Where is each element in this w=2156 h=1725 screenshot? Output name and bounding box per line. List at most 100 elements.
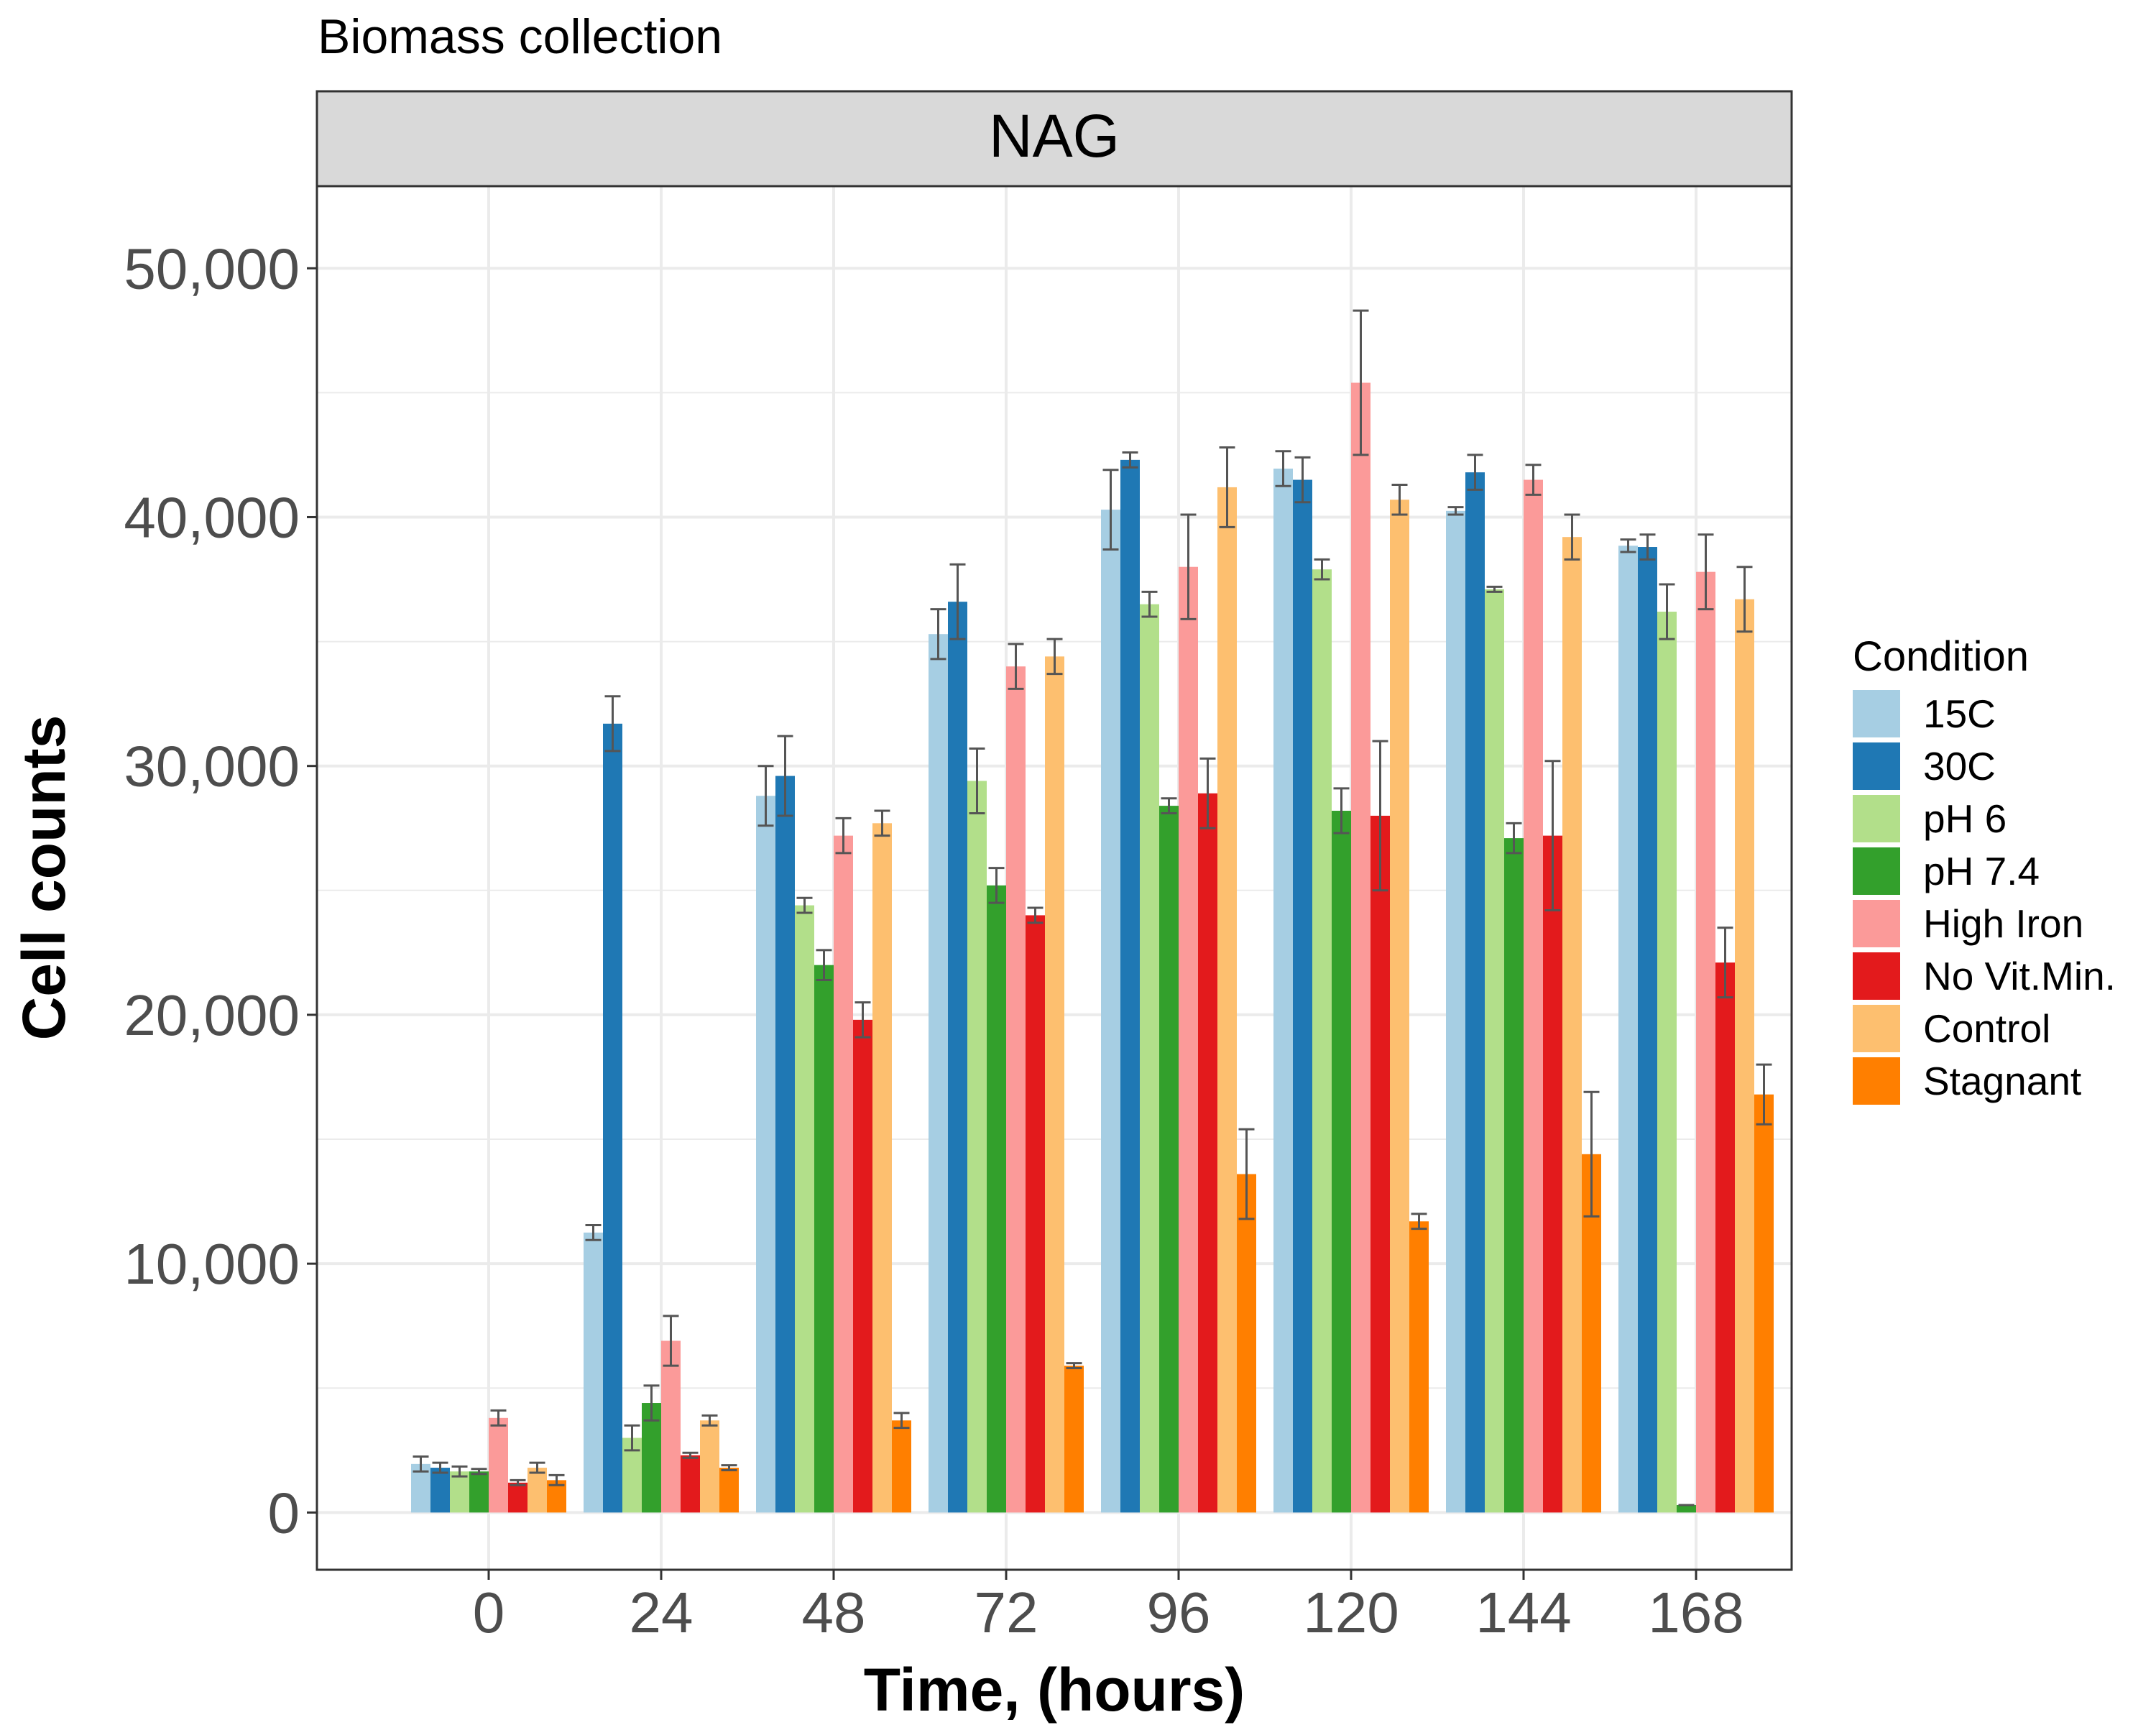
error-bar xyxy=(548,1473,565,1486)
error-bar xyxy=(1391,483,1408,516)
y-tick-label: 10,000 xyxy=(124,1232,300,1296)
error-bar xyxy=(1467,454,1483,491)
error-bar xyxy=(1275,450,1291,487)
error-bar xyxy=(1717,926,1733,999)
error-bar xyxy=(1141,590,1158,618)
bar xyxy=(1735,599,1754,1513)
bar xyxy=(756,796,775,1513)
error-bar xyxy=(796,896,813,914)
error-bar xyxy=(1620,538,1636,553)
error-bar xyxy=(949,563,966,640)
error-bar xyxy=(1583,1090,1600,1218)
legend-label: High Iron xyxy=(1923,901,2083,946)
error-bar xyxy=(1659,583,1675,640)
bar xyxy=(719,1468,739,1513)
y-tick-label: 0 xyxy=(268,1481,300,1545)
error-bar xyxy=(777,735,793,817)
facet-label: NAG xyxy=(989,102,1120,170)
bar xyxy=(603,723,622,1513)
bar xyxy=(795,905,814,1513)
legend-swatch xyxy=(1853,900,1900,947)
bar xyxy=(1006,666,1026,1513)
error-bar xyxy=(1314,558,1330,581)
error-bar xyxy=(471,1468,487,1476)
plot-panel-border xyxy=(315,185,1793,1571)
bar xyxy=(853,1019,872,1513)
bar xyxy=(1390,500,1409,1513)
error-bar xyxy=(1161,797,1177,814)
error-bar xyxy=(490,1409,507,1427)
error-bar xyxy=(854,1001,871,1039)
error-bar xyxy=(721,1464,737,1472)
error-bar xyxy=(529,1461,545,1474)
x-tick-label: 120 xyxy=(1303,1581,1399,1644)
bar xyxy=(1370,815,1390,1513)
bar xyxy=(1179,566,1198,1513)
bar xyxy=(469,1471,489,1513)
legend-swatch xyxy=(1853,847,1900,895)
bar xyxy=(1504,838,1524,1513)
error-bar xyxy=(1294,456,1311,504)
chart-title: Biomass collection xyxy=(318,9,722,64)
bar xyxy=(1754,1094,1774,1513)
error-bar xyxy=(663,1315,679,1367)
error-bar xyxy=(1736,566,1753,633)
bar xyxy=(1312,569,1332,1513)
bar xyxy=(1465,472,1485,1513)
bar xyxy=(1351,382,1370,1513)
bar xyxy=(872,823,892,1513)
legend-label: pH 7.4 xyxy=(1923,849,2040,893)
error-bar xyxy=(701,1414,718,1427)
error-bar xyxy=(1411,1213,1427,1230)
error-bar xyxy=(1027,906,1044,924)
error-bar xyxy=(1219,446,1235,528)
bar xyxy=(1198,793,1217,1513)
error-bar xyxy=(1544,760,1561,912)
error-bar xyxy=(624,1424,640,1452)
bar xyxy=(681,1455,700,1513)
bar xyxy=(987,885,1006,1513)
bar xyxy=(1657,612,1677,1513)
error-bar xyxy=(1486,585,1503,593)
bar xyxy=(1543,835,1562,1513)
bar xyxy=(1696,571,1715,1513)
legend-item: High Iron xyxy=(1853,900,2083,947)
bar xyxy=(1618,546,1638,1513)
legend-item: pH 7.4 xyxy=(1853,847,2040,895)
legend-label: 15C xyxy=(1923,691,1996,736)
legend-label: No Vit.Min. xyxy=(1923,954,2116,998)
bar xyxy=(1332,811,1351,1513)
bar xyxy=(1562,537,1582,1513)
error-bar xyxy=(451,1465,468,1478)
legend-label: Control xyxy=(1923,1006,2050,1051)
error-bar xyxy=(969,747,985,814)
error-bar xyxy=(1564,513,1580,561)
error-bar xyxy=(1506,822,1522,855)
x-tick-label: 144 xyxy=(1475,1581,1571,1644)
legend-swatch xyxy=(1853,742,1900,790)
x-tick-label: 0 xyxy=(473,1581,505,1644)
legend-item: pH 6 xyxy=(1853,795,2007,842)
error-bar xyxy=(1046,638,1063,676)
legend-item: Stagnant xyxy=(1853,1057,2081,1105)
legend-swatch xyxy=(1853,1057,1900,1105)
error-bar xyxy=(757,765,774,827)
error-bar xyxy=(874,809,890,837)
facet-strip xyxy=(315,90,1793,188)
legend-title: Condition xyxy=(1853,633,2029,680)
error-bar xyxy=(1008,643,1024,690)
error-bar xyxy=(1697,533,1714,611)
bar xyxy=(1064,1366,1084,1513)
error-bar xyxy=(1756,1063,1772,1126)
y-tick-label: 50,000 xyxy=(124,236,300,300)
error-bar xyxy=(1066,1362,1082,1370)
error-bar xyxy=(643,1384,660,1422)
bar xyxy=(1140,604,1159,1513)
legend-item: Control xyxy=(1853,1005,2050,1052)
bar xyxy=(661,1340,681,1513)
bar xyxy=(508,1482,528,1513)
error-bar xyxy=(835,816,852,855)
bar xyxy=(929,634,948,1513)
bar xyxy=(700,1420,719,1513)
error-bar xyxy=(413,1455,429,1473)
